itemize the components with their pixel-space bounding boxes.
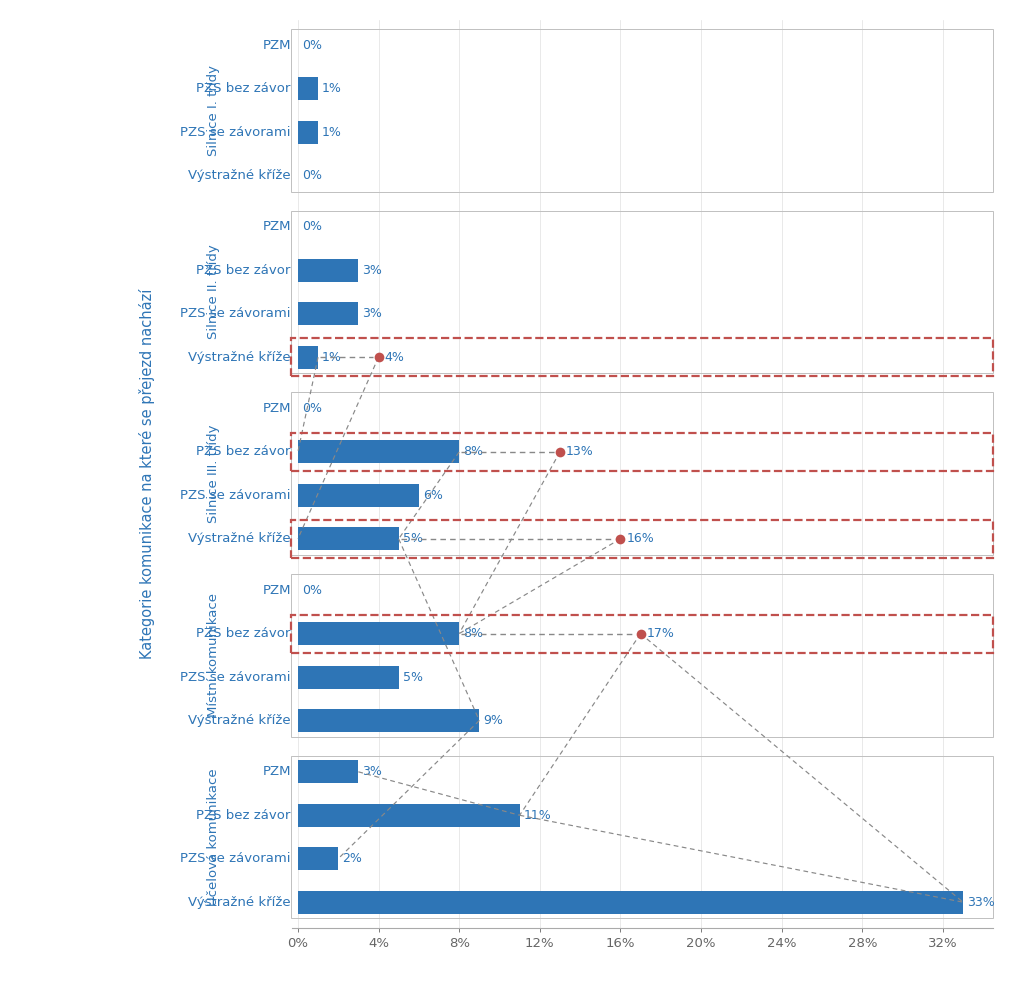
- Bar: [291, 573, 993, 737]
- Text: Silnice II. třídy: Silnice II. třídy: [207, 245, 220, 339]
- Text: 0%: 0%: [302, 169, 322, 183]
- Text: 3%: 3%: [362, 308, 382, 320]
- Bar: [298, 891, 963, 914]
- Text: 11%: 11%: [523, 808, 551, 821]
- Text: PZS bez závor: PZS bez závor: [197, 808, 291, 821]
- Text: Výstražné kříže: Výstražné kříže: [188, 714, 291, 727]
- Text: Výstražné kříže: Výstražné kříže: [188, 896, 291, 909]
- Text: Výstražné kříže: Výstražné kříže: [188, 533, 291, 546]
- Bar: [291, 392, 993, 556]
- Bar: [298, 259, 358, 282]
- Bar: [298, 709, 479, 732]
- Text: 0%: 0%: [302, 583, 322, 596]
- Bar: [298, 528, 398, 551]
- Text: 4%: 4%: [385, 351, 404, 364]
- Text: 8%: 8%: [463, 627, 483, 640]
- Text: 1%: 1%: [323, 82, 342, 95]
- Text: 0%: 0%: [302, 39, 322, 52]
- Text: 0%: 0%: [302, 220, 322, 233]
- Bar: [291, 615, 993, 653]
- Bar: [298, 121, 318, 144]
- Text: 16%: 16%: [627, 533, 654, 546]
- Text: PZS bez závor: PZS bez závor: [197, 627, 291, 640]
- Text: Účelová komunikace: Účelová komunikace: [207, 768, 220, 906]
- Bar: [298, 666, 398, 688]
- Bar: [298, 303, 358, 325]
- Text: Místní komunikace: Místní komunikace: [207, 593, 220, 717]
- Text: PZS bez závor: PZS bez závor: [197, 264, 291, 277]
- Text: 5%: 5%: [402, 533, 423, 546]
- Text: PZS se závorami: PZS se závorami: [180, 126, 291, 139]
- Text: PZM: PZM: [262, 583, 291, 596]
- Text: PZM: PZM: [262, 39, 291, 52]
- Text: 2%: 2%: [342, 852, 362, 865]
- Text: PZS se závorami: PZS se závorami: [180, 671, 291, 683]
- Text: Silnice I. třídy: Silnice I. třídy: [207, 64, 220, 156]
- Bar: [291, 29, 993, 191]
- Bar: [298, 77, 318, 100]
- Bar: [298, 622, 459, 645]
- Text: 9%: 9%: [483, 714, 503, 727]
- Text: PZM: PZM: [262, 220, 291, 233]
- Text: 6%: 6%: [423, 489, 442, 502]
- Bar: [298, 484, 419, 507]
- Text: PZM: PZM: [262, 402, 291, 415]
- Text: 8%: 8%: [463, 445, 483, 458]
- Text: Výstražné kříže: Výstražné kříže: [188, 351, 291, 364]
- Bar: [291, 210, 993, 374]
- Text: Silnice III. třídy: Silnice III. třídy: [207, 425, 220, 523]
- Text: 3%: 3%: [362, 765, 382, 779]
- Text: Kategorie komunikace na které se přejezd nachází: Kategorie komunikace na které se přejezd…: [138, 289, 155, 659]
- Text: PZM: PZM: [262, 765, 291, 779]
- Text: PZS bez závor: PZS bez závor: [197, 82, 291, 95]
- Bar: [291, 338, 993, 376]
- Text: PZS se závorami: PZS se závorami: [180, 489, 291, 502]
- Text: 17%: 17%: [646, 627, 675, 640]
- Bar: [291, 520, 993, 558]
- Bar: [298, 345, 318, 369]
- Text: 1%: 1%: [323, 351, 342, 364]
- Text: 5%: 5%: [402, 671, 423, 683]
- Text: PZS bez závor: PZS bez závor: [197, 445, 291, 458]
- Text: Výstražné kříže: Výstražné kříže: [188, 169, 291, 183]
- Bar: [298, 760, 358, 784]
- Text: PZS se závorami: PZS se závorami: [180, 308, 291, 320]
- Bar: [298, 440, 459, 463]
- Bar: [291, 433, 993, 471]
- Text: 1%: 1%: [323, 126, 342, 139]
- Text: 33%: 33%: [967, 896, 995, 909]
- Text: 3%: 3%: [362, 264, 382, 277]
- Bar: [298, 847, 338, 870]
- Text: 13%: 13%: [566, 445, 594, 458]
- Text: 0%: 0%: [302, 402, 322, 415]
- Bar: [298, 804, 519, 826]
- Bar: [291, 756, 993, 919]
- Text: PZS se závorami: PZS se závorami: [180, 852, 291, 865]
